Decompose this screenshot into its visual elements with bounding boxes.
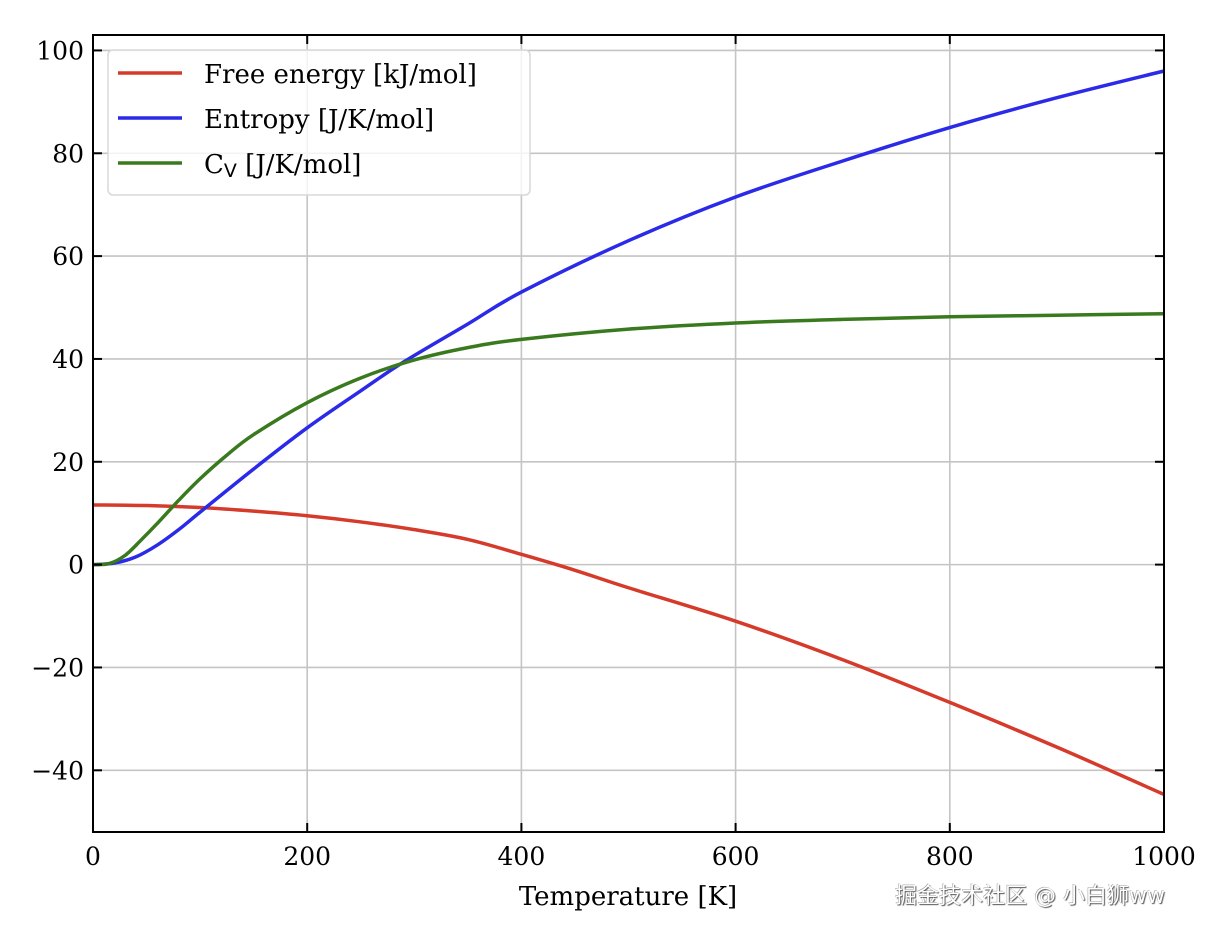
series-lines: [92, 69, 1165, 797]
y-tick-label: 80: [52, 139, 84, 168]
y-tick-label: −40: [31, 756, 84, 785]
y-tick-label: −20: [31, 653, 84, 682]
ticks: 0 200 400 600 800 1000 −40 −20 0 20 40 60 80 100: [31, 35, 1196, 871]
x-tick-label: 0: [85, 842, 101, 871]
legend-label-cv: CV [J/K/mol]: [204, 150, 361, 182]
x-axis-label: Temperature [K]: [519, 882, 737, 912]
x-tick-label: 400: [498, 842, 546, 871]
legend-label-free-energy: Free energy [kJ/mol]: [204, 60, 477, 90]
legend: Free energy [kJ/mol] Entropy [J/K/mol] C…: [107, 49, 531, 196]
series-line-entropy: [92, 69, 1165, 567]
x-tick-label: 600: [712, 842, 760, 871]
series-line-free-energy: [92, 503, 1165, 797]
legend-box: [107, 49, 531, 196]
legend-label-entropy: Entropy [J/K/mol]: [204, 105, 434, 135]
series-line-cv: [92, 311, 1165, 567]
x-tick-label: 200: [283, 842, 331, 871]
y-tick-label: 0: [68, 551, 84, 580]
y-tick-label: 40: [52, 345, 84, 374]
x-tick-label: 800: [926, 842, 974, 871]
plot-frame: [92, 34, 1165, 833]
y-tick-label: 100: [36, 36, 84, 65]
x-tick-label: 1000: [1132, 842, 1196, 871]
watermark: 掘金技术社区 @ 小白狮ww: [895, 884, 1165, 909]
y-tick-label: 20: [52, 448, 84, 477]
y-tick-label: 60: [52, 242, 84, 271]
